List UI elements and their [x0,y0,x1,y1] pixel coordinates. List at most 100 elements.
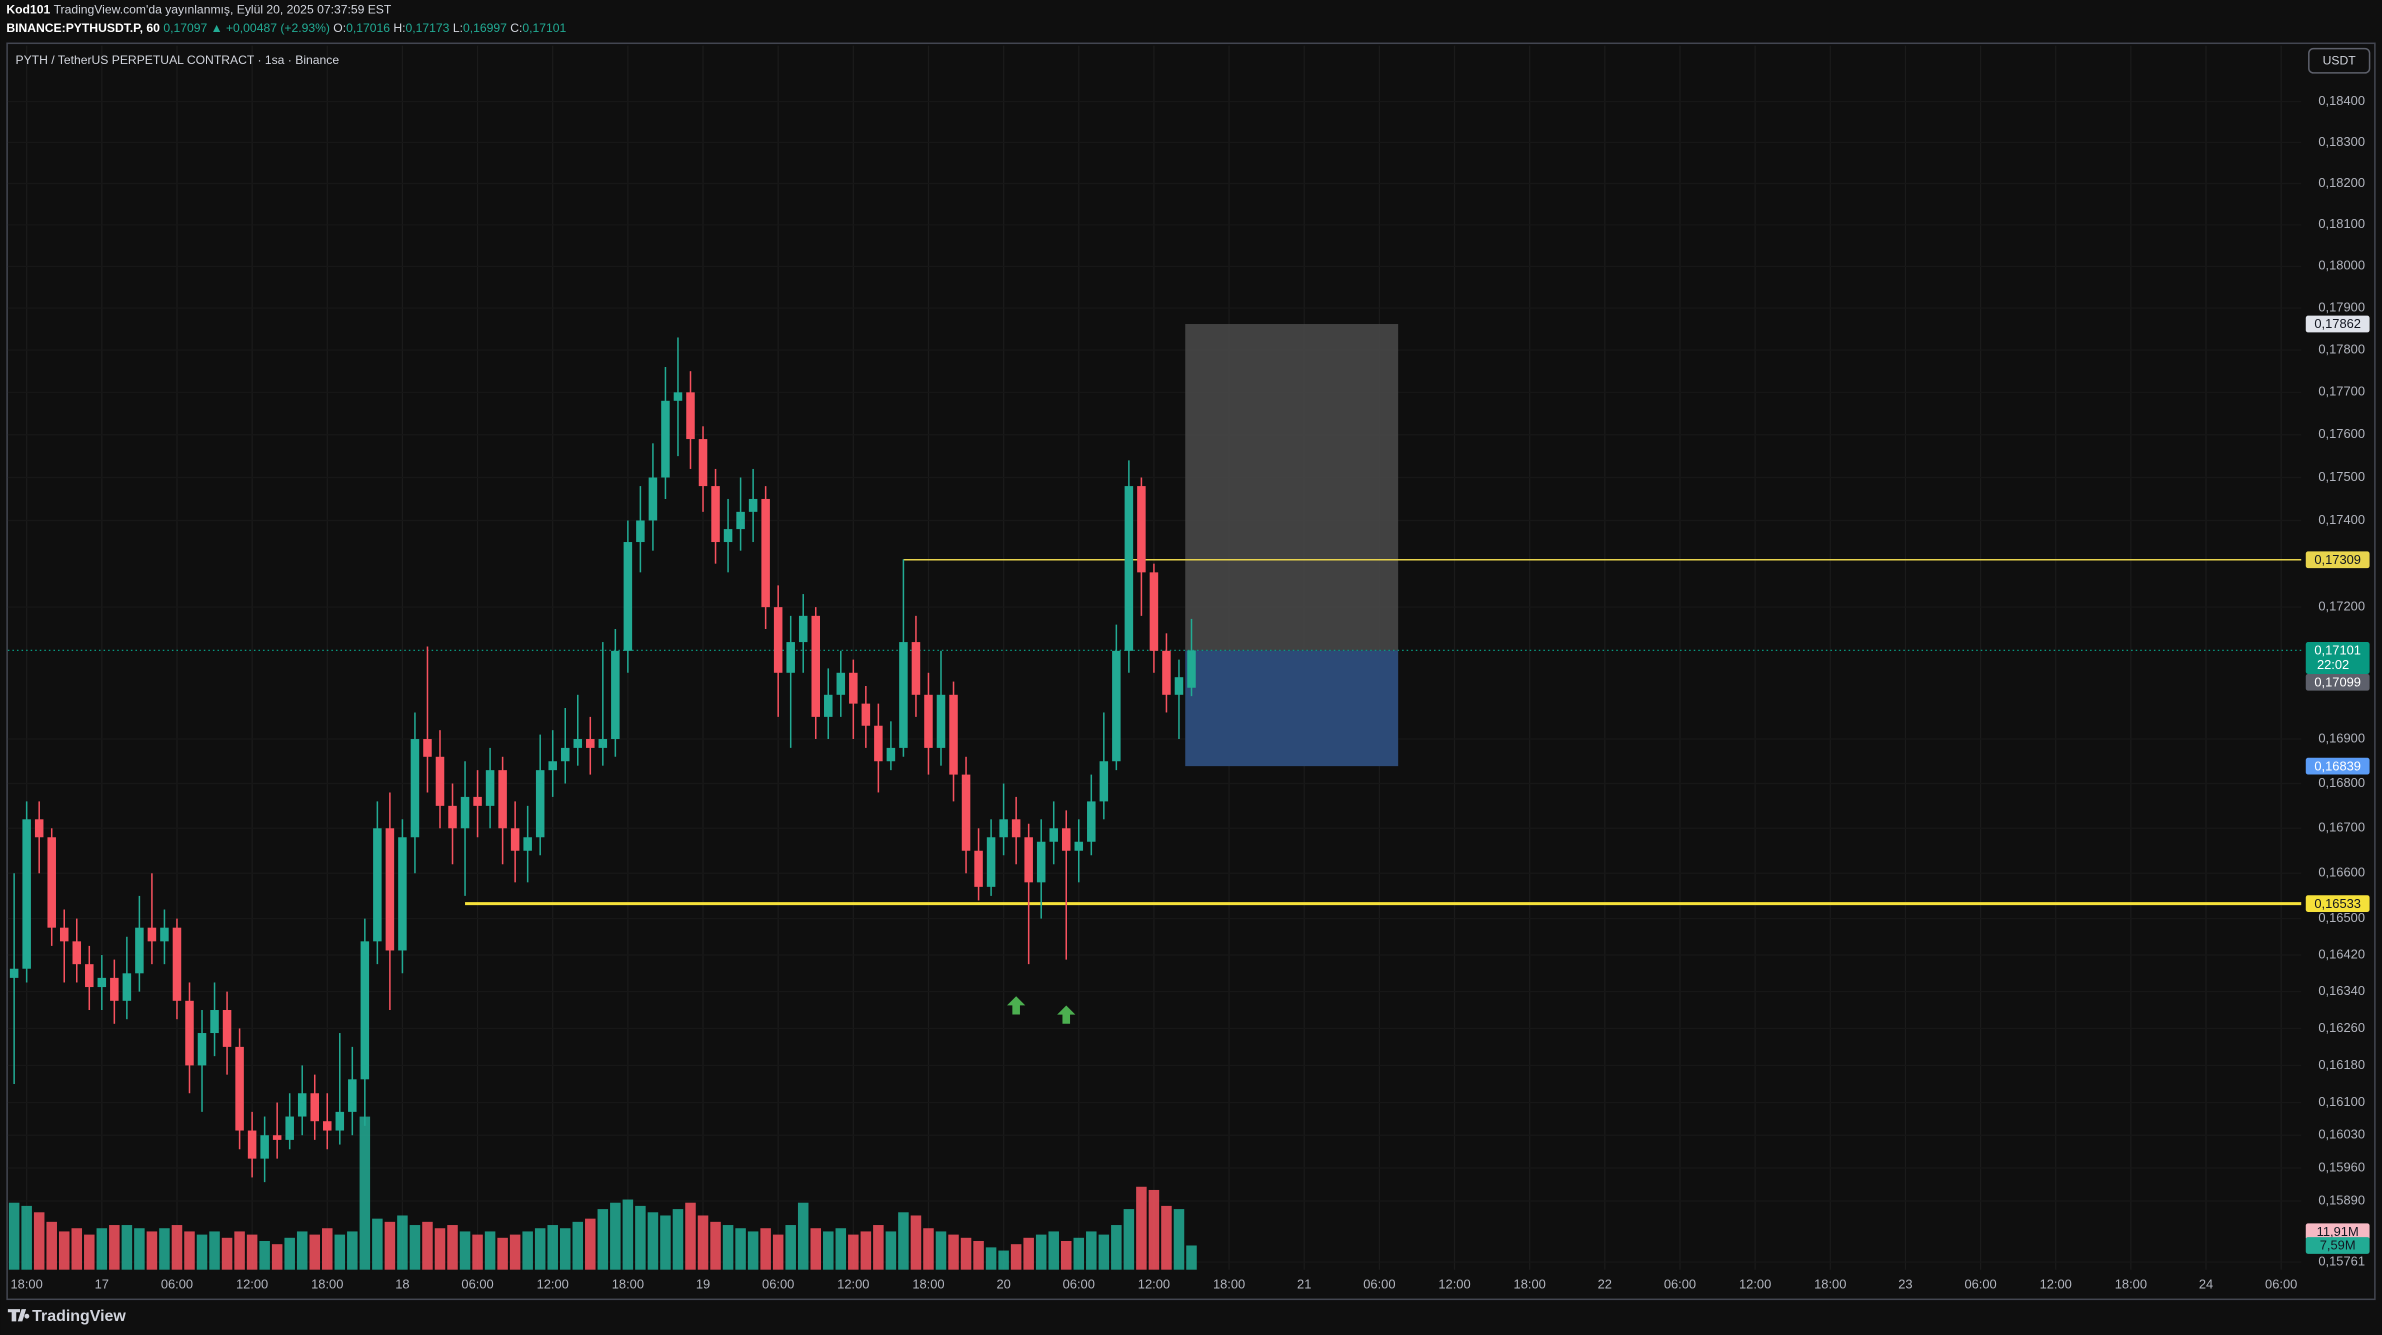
volume-bar [572,1221,584,1270]
stop-price-label: 0,16839 [2314,758,2361,773]
volume-bar [1035,1234,1047,1270]
candle-body [661,400,670,478]
candle-body [260,1135,269,1159]
volume-bar [1098,1234,1110,1270]
volume-bar [835,1228,847,1270]
y-tick-label: 0,15960 [2318,1159,2365,1174]
candle-body [986,837,996,887]
volume-bar [772,1234,784,1270]
brand: TradingView [32,1308,126,1325]
candle-body [911,642,921,695]
position-stop-zone [1185,650,1399,767]
y-tick-label: 0,16700 [2318,820,2365,835]
x-tick-label: 06:00 [161,1276,193,1291]
ohlc-key: O: [333,21,346,35]
volume-bar [33,1212,45,1270]
volume-bar [146,1231,158,1270]
candle-body [798,615,808,643]
volume-bar [823,1231,834,1270]
candle-body [210,1010,219,1034]
currency-button[interactable] [2308,47,2371,74]
x-tick-label: 06:00 [461,1276,493,1291]
volume-bar [397,1215,408,1270]
volume-bar [209,1231,220,1270]
volume-bar [1073,1237,1085,1270]
level-price-label-bg [2305,895,2370,912]
candle-body [999,819,1008,838]
candle-body [548,761,557,771]
candle-body [886,747,896,762]
x-tick-label: 12:00 [1138,1276,1170,1291]
candle-body [623,542,633,651]
header-line-2: BINANCE:PYTHUSDT.P, 60 0,17097 ▲ +0,0048… [6,21,566,35]
y-tick-label: 0,17400 [2318,512,2365,527]
prev-price-label: 0,17099 [2314,674,2361,689]
level-price-label: 0,17309 [2314,552,2361,567]
candle-body [874,725,883,762]
x-tick-label: 06:00 [1664,1276,1696,1291]
candle-body [323,1121,332,1131]
x-tick-label: 18:00 [311,1276,343,1291]
candle-body [861,703,871,726]
x-tick-label: 23 [1898,1276,1912,1291]
candle-body [22,819,31,969]
candle-body [711,486,720,543]
volume-bar [359,1116,371,1270]
candle-body [723,529,733,543]
candle-body [97,977,107,988]
candle-body [172,927,182,1001]
candle-body [523,837,532,851]
volume-bar [910,1215,922,1270]
candle-body [598,739,608,748]
candle-body [147,927,157,942]
candle-body [110,977,119,1001]
x-tick-label: 22 [1598,1276,1612,1291]
candle-body [586,739,595,748]
x-tick-label: 06:00 [762,1276,794,1291]
published: TradingView.com'da yayınlanmış, Eylül 20… [54,3,392,17]
candle-body [636,520,645,543]
candle-body [811,615,821,717]
last: 0,17097 [163,21,207,35]
candle-body [1011,819,1021,838]
volume-bar [885,1231,897,1270]
volume-bar [422,1221,433,1270]
chart-title: PYTH / TetherUS PERPETUAL CONTRACT · 1sa… [15,53,339,67]
candle-body [285,1116,294,1140]
volume-bar [722,1225,734,1270]
x-tick-label: 18:00 [912,1276,944,1291]
x-tick-label: 12:00 [537,1276,569,1291]
symbol: BINANCE:PYTHUSDT.P, 60 [6,21,160,35]
candle-body [736,511,745,530]
y-tick-label: 0,17600 [2318,426,2365,441]
volume-bar [347,1231,358,1270]
volume-bar [384,1221,396,1270]
candle-body [1149,572,1159,651]
last-price-label-bg [2305,642,2370,674]
candle-body [836,672,846,695]
candle-body [485,770,495,806]
plot: 18:00 17 06:00 12:00 18:00 18 06:00 12:00 18:00 1… [7,45,2370,1291]
candle-body [1024,837,1033,883]
currency[interactable]: USDT [2323,54,2357,68]
candle-body [460,796,470,829]
volume-bar [284,1237,295,1270]
y-tick-label: 0,17800 [2318,341,2365,356]
x-tick-label: 12:00 [1739,1276,1771,1291]
volume-label: 11,91M [2317,1224,2359,1239]
candle-body [1187,650,1196,688]
y-tick-label: 0,16180 [2318,1057,2365,1072]
y-tick-label: 0,17900 [2318,300,2365,315]
candle-body [786,642,795,673]
volume-bar [710,1221,721,1270]
y-tick-label: 0,16500 [2318,910,2365,925]
candle-body [1174,677,1184,695]
volume-bar [259,1240,270,1270]
volume-bar [1023,1237,1034,1270]
ohlc-value: 0,16997 [463,21,507,35]
candle-body [648,477,658,521]
volume-bar [1123,1209,1135,1270]
volume-bar [547,1225,558,1270]
candle-body [160,927,169,942]
